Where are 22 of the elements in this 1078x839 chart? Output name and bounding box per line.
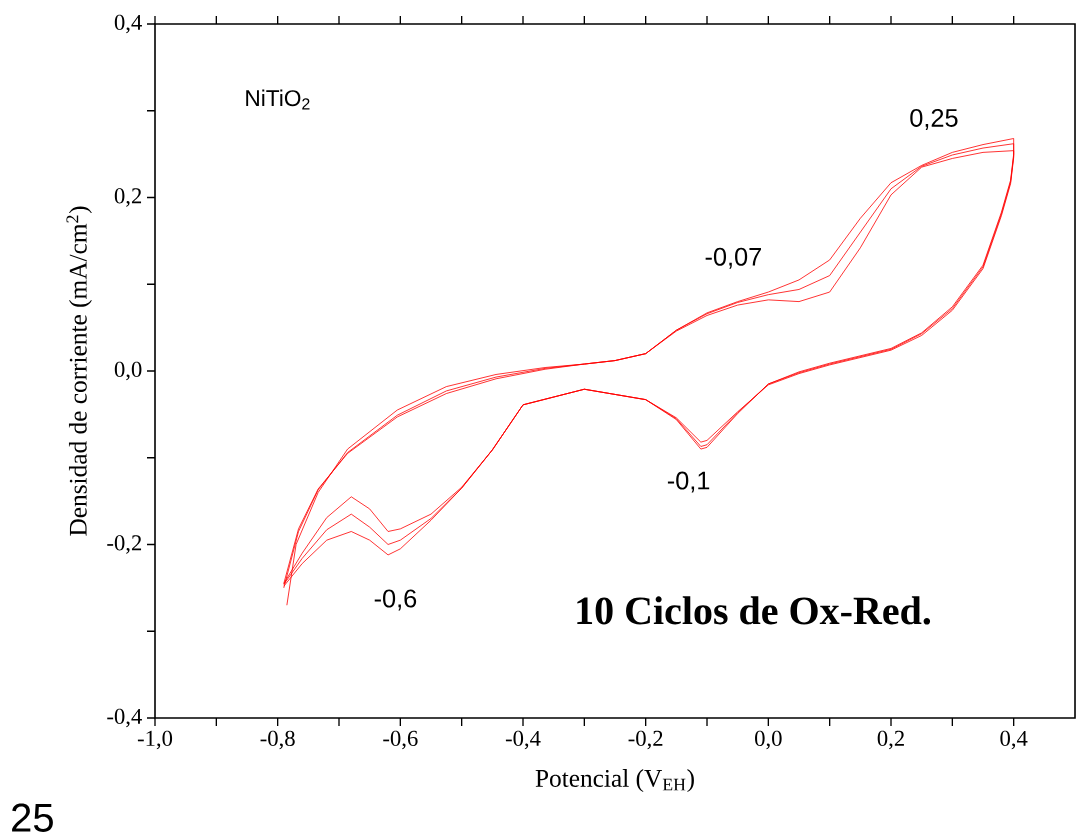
x-tick-label: -1,0 (137, 730, 173, 750)
x-tick-label: 0,4 (1000, 730, 1028, 750)
x-tick-label: -0,8 (260, 730, 295, 750)
text: 25 (12, 803, 53, 832)
y-tick-label: 0,4 (114, 14, 142, 34)
annotation: 10 Ciclos de Ox-Red. (577, 596, 931, 625)
y-tick-label: -0,2 (107, 535, 142, 554)
x-tick-label: 0,0 (755, 730, 782, 750)
annotation: -0,1 (667, 471, 710, 493)
y-axis-title: Densidad de corriente (mA/cm$^{2}$) (66, 206, 92, 536)
x-tick-label: -0,2 (628, 730, 663, 750)
y-tick-label: 0,2 (114, 188, 142, 207)
x-axis-title: Potencial (V$_{EH}$) (535, 769, 694, 793)
annotation: 0,25 (910, 108, 958, 130)
annotation: NiTiO$_{2}$ (246, 89, 310, 110)
y-tick-label: 0,0 (114, 361, 142, 381)
annotation: -0,6 (374, 589, 417, 611)
x-tick-label: 0,2 (877, 730, 904, 750)
annotation: -0,07 (705, 247, 761, 269)
y-tick-label: -0,4 (107, 708, 142, 728)
x-tick-label: -0,4 (505, 730, 541, 750)
x-tick-label: -0,6 (383, 730, 418, 750)
